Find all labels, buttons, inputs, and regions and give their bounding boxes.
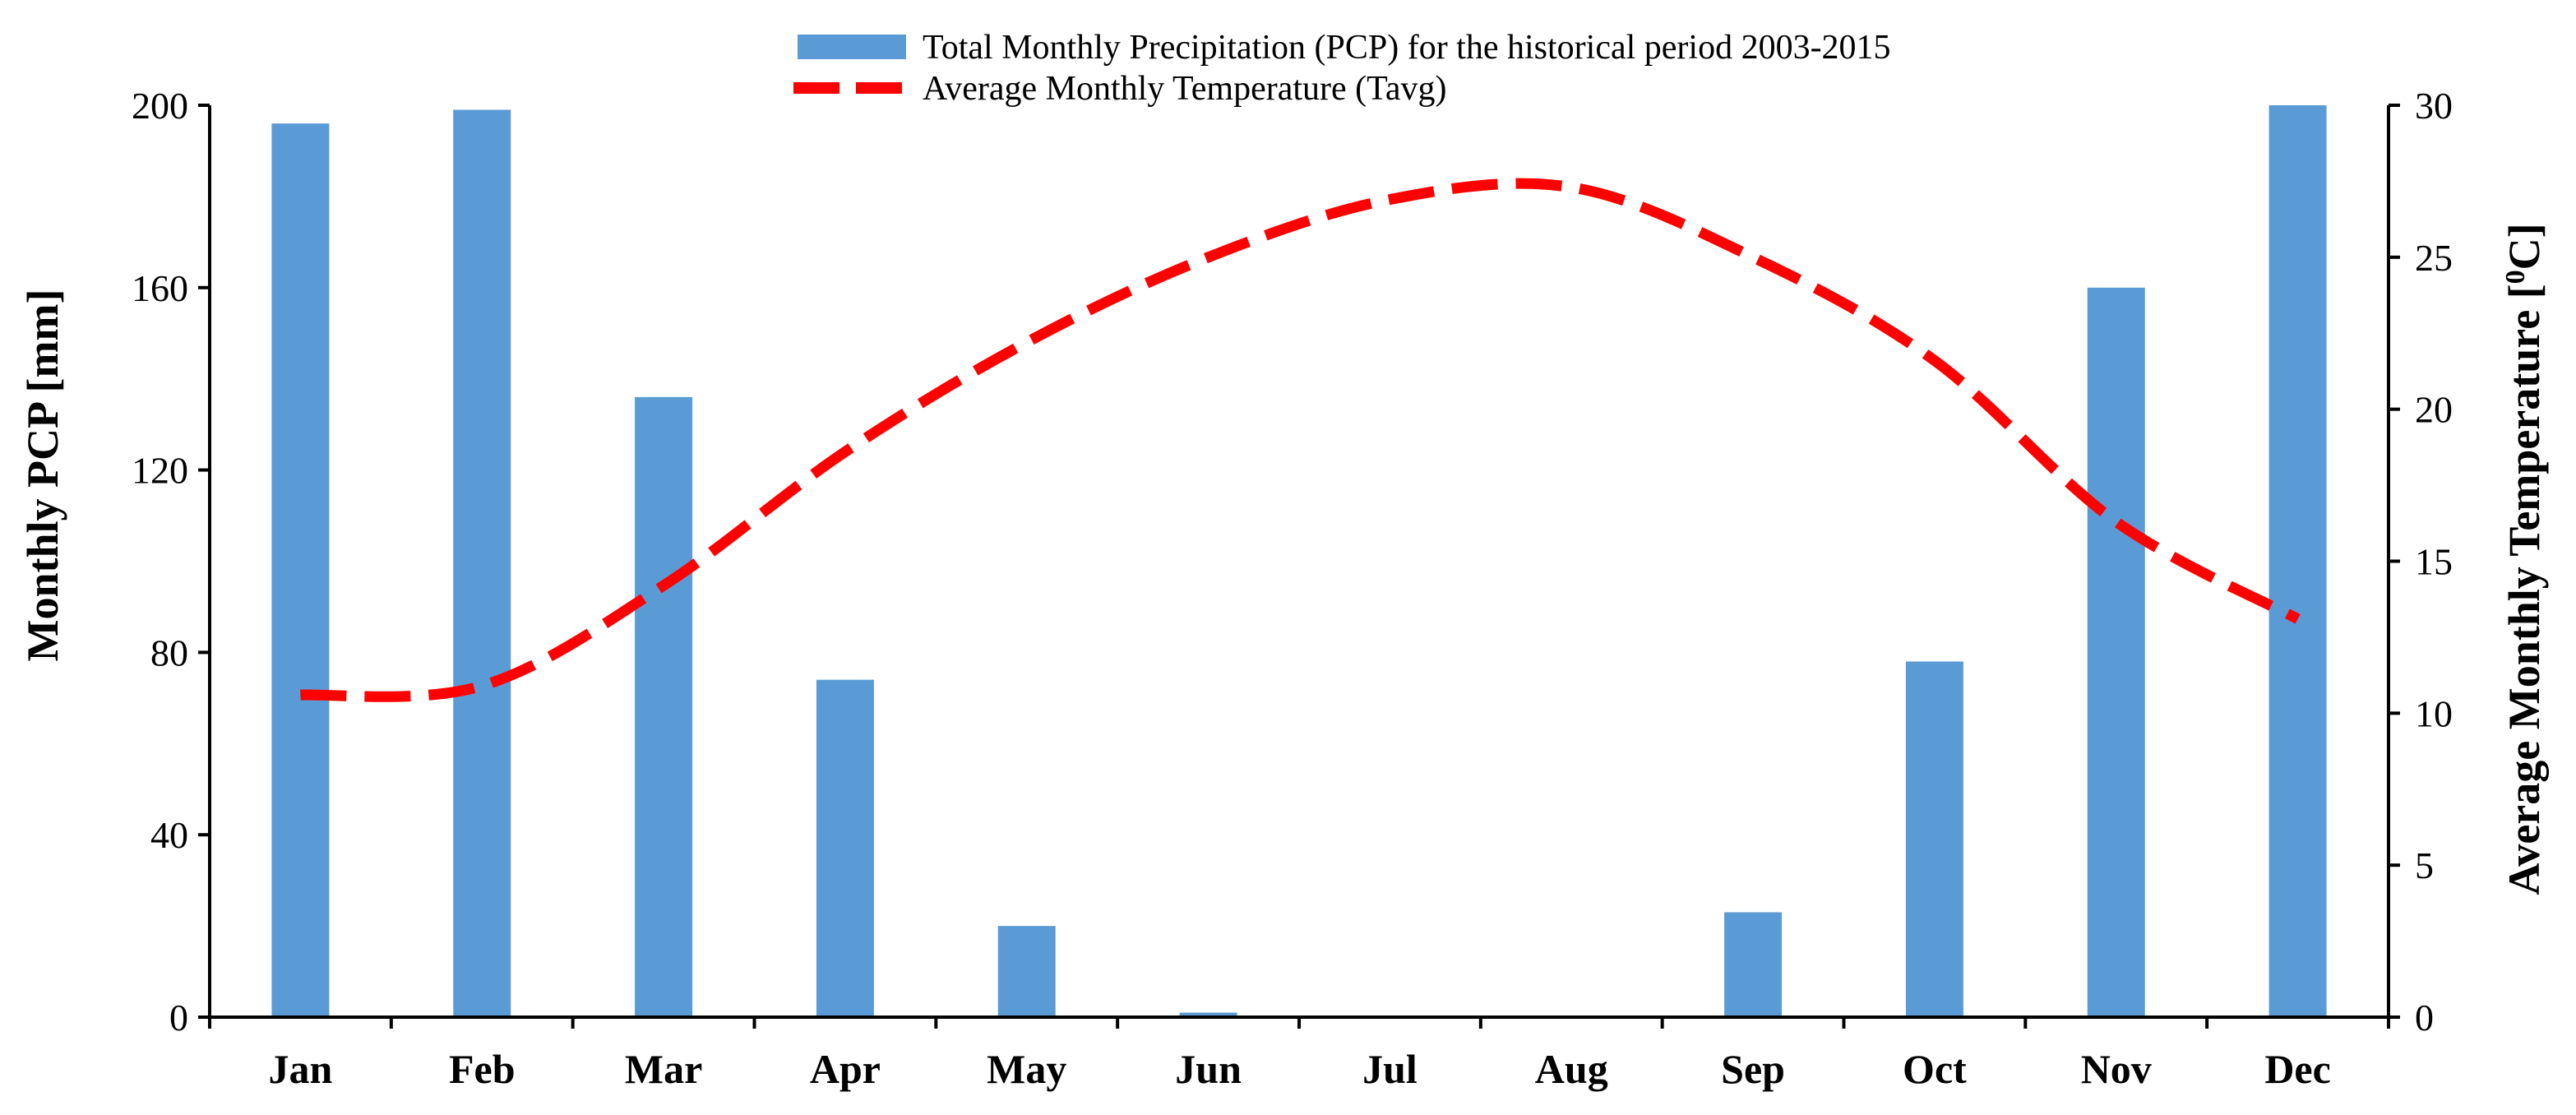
precipitation-bar-oct <box>1905 661 1963 1017</box>
x-tick-label-jun: Jun <box>1175 1046 1242 1092</box>
left-axis-title: Monthly PCP [mm] <box>18 289 67 662</box>
x-tick-label-dec: Dec <box>2264 1046 2331 1092</box>
left-tick-label: 120 <box>132 450 188 492</box>
x-tick-label-may: May <box>987 1046 1066 1092</box>
right-tick-label: 20 <box>2415 389 2453 431</box>
left-tick-label: 40 <box>150 814 188 856</box>
right-tick-label: 10 <box>2415 692 2453 734</box>
x-tick-label-oct: Oct <box>1903 1046 1967 1092</box>
right-axis-title-unit-open: [ <box>2500 284 2549 298</box>
right-axis-title-main: Average Monthly Temperature <box>2500 310 2549 895</box>
right-tick-label: 25 <box>2415 237 2453 279</box>
right-axis-title-unit-close: C] <box>2500 223 2549 270</box>
precipitation-bar-jun <box>1179 1012 1237 1017</box>
precipitation-bar-mar <box>635 396 693 1017</box>
right-tick-label: 0 <box>2415 997 2434 1039</box>
axes <box>208 105 2390 1019</box>
temperature-line <box>300 178 2301 702</box>
legend: Total Monthly Precipitation (PCP) for th… <box>793 29 1891 108</box>
precipitation-bar-jan <box>271 123 330 1018</box>
x-tick-label-feb: Feb <box>449 1046 516 1092</box>
legend-label-precipitation: Total Monthly Precipitation (PCP) for th… <box>923 29 1891 67</box>
precipitation-bar-nov <box>2087 287 2145 1017</box>
right-axis-title: Average Monthly Temperature [0C] <box>2500 223 2549 895</box>
precipitation-bar-dec <box>2268 105 2327 1017</box>
precipitation-bar-feb <box>453 109 511 1017</box>
left-tick-label: 0 <box>169 997 188 1039</box>
legend-label-temperature: Average Monthly Temperature (Tavg) <box>923 70 1447 108</box>
precipitation-bars <box>271 105 2327 1018</box>
precipitation-bar-apr <box>816 679 874 1017</box>
x-tick-label-nov: Nov <box>2081 1046 2152 1092</box>
right-tick-label: 30 <box>2415 85 2453 127</box>
right-tick-label: 5 <box>2415 844 2434 886</box>
legend-swatch-precipitation <box>798 35 906 59</box>
left-axis-ticks: 0 40 80 120 160 200 <box>132 85 210 1039</box>
x-tick-label-jul: Jul <box>1362 1046 1417 1092</box>
right-axis-ticks: 0 5 10 15 20 25 30 <box>2389 85 2453 1039</box>
x-tick-label-sep: Sep <box>1721 1046 1785 1092</box>
precipitation-bar-may <box>997 926 1056 1017</box>
x-tick-label-mar: Mar <box>625 1046 702 1092</box>
x-axis-ticks: Jan Feb Mar Apr May Jun Jul Aug Sep Oct Nov Dec <box>208 1017 2390 1092</box>
x-tick-label-aug: Aug <box>1535 1046 1608 1092</box>
right-tick-label: 15 <box>2415 541 2453 583</box>
x-tick-label-jan: Jan <box>269 1046 333 1092</box>
left-tick-label: 160 <box>132 267 188 309</box>
precipitation-bar-sep <box>1724 912 1783 1017</box>
temperature-line-layer <box>300 178 2301 702</box>
left-tick-label: 80 <box>150 632 188 673</box>
x-tick-label-apr: Apr <box>810 1046 881 1092</box>
left-tick-label: 200 <box>132 85 188 127</box>
right-axis-title-unit-sup: 0 <box>2500 270 2531 284</box>
